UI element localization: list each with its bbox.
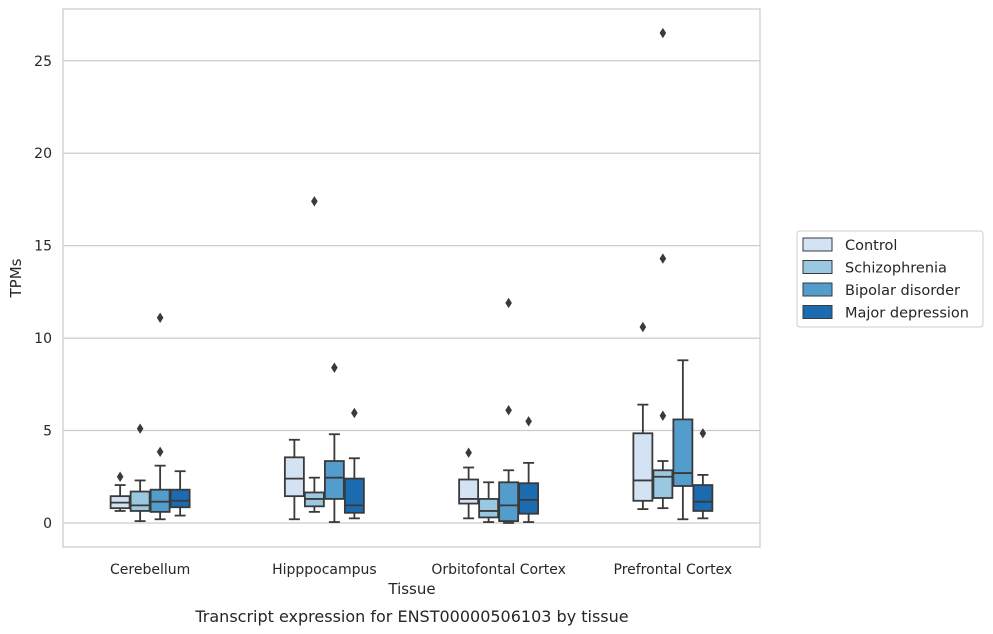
y-tick-label: 20 xyxy=(34,146,52,162)
plot-area xyxy=(63,9,760,547)
outlier-point xyxy=(465,447,472,458)
box-major-depression xyxy=(692,428,714,520)
outlier-point xyxy=(699,428,707,439)
box-control xyxy=(283,438,305,521)
box-iqr xyxy=(343,477,365,514)
y-tick-label: 15 xyxy=(34,239,52,255)
legend-swatch xyxy=(802,237,833,252)
outlier-point xyxy=(156,446,164,457)
outlier-point xyxy=(351,407,358,419)
box-iqr xyxy=(498,481,520,523)
legend: Control Schizophrenia Bipolar disorder Majo… xyxy=(796,230,984,328)
y-tick-label: 25 xyxy=(34,54,52,70)
legend-swatch xyxy=(802,282,833,297)
outlier-point xyxy=(525,416,532,427)
box-iqr xyxy=(169,488,191,509)
outlier-point xyxy=(505,297,512,309)
x-tick-labels: Cerebellum Hipppocampus Orbitofontal Corte… xyxy=(110,562,732,578)
legend-swatch xyxy=(802,260,833,274)
box-control xyxy=(458,447,480,520)
outlier-point xyxy=(136,423,144,434)
box-iqr xyxy=(692,484,714,512)
box-iqr xyxy=(458,478,480,505)
box-major-depression xyxy=(518,416,540,523)
box-iqr xyxy=(149,488,171,513)
box-iqr xyxy=(283,456,305,498)
x-axis-title: Tissue xyxy=(387,580,435,598)
box-bipolar-disorder xyxy=(672,359,694,521)
outlier-point xyxy=(116,471,124,482)
y-tick-labels: 0 5 10 15 20 25 xyxy=(34,54,52,532)
legend-label: Bipolar disorder xyxy=(845,283,960,299)
x-tick-label: Orbitofontal Cortex xyxy=(431,562,566,578)
box-control xyxy=(632,321,654,510)
x-tick-label: Cerebellum xyxy=(110,562,190,578)
legend-frame xyxy=(796,230,984,328)
box-iqr xyxy=(518,482,540,515)
y-tick-label: 5 xyxy=(43,424,52,440)
box-schizophrenia xyxy=(652,27,674,510)
box-control xyxy=(109,471,131,512)
outlier-point xyxy=(156,312,164,323)
box-bipolar-disorder xyxy=(498,297,520,524)
legend-label: Control xyxy=(845,238,897,254)
outlier-point xyxy=(505,404,512,416)
box-major-depression xyxy=(343,407,365,520)
box-iqr xyxy=(478,498,500,519)
box-iqr xyxy=(323,460,345,500)
legend-swatch xyxy=(802,305,833,319)
boxes xyxy=(109,27,714,524)
box-iqr xyxy=(652,469,674,499)
outlier-point xyxy=(639,321,647,333)
outlier-point xyxy=(331,362,338,373)
box-bipolar-disorder xyxy=(323,362,345,523)
outlier-point xyxy=(659,410,667,421)
outlier-point xyxy=(311,196,318,207)
box-schizophrenia xyxy=(129,423,151,523)
box-iqr xyxy=(672,418,694,487)
box-schizophrenia xyxy=(303,196,325,513)
legend-label: Major depression xyxy=(845,306,969,322)
x-tick-label: Prefrontal Cortex xyxy=(614,562,733,578)
x-tick-label: Hipppocampus xyxy=(272,562,377,578)
y-tick-label: 0 xyxy=(43,516,52,532)
box-major-depression xyxy=(169,470,191,517)
outlier-point xyxy=(659,27,667,39)
box-schizophrenia xyxy=(478,481,500,523)
legend-label: Schizophrenia xyxy=(845,261,947,277)
plot-frame xyxy=(62,8,761,548)
y-axis-title: TPMs xyxy=(7,258,25,298)
gridlines xyxy=(63,60,760,524)
box-iqr xyxy=(632,432,654,502)
box-iqr xyxy=(129,490,151,512)
outlier-point xyxy=(659,253,667,264)
box-bipolar-disorder xyxy=(149,312,171,521)
chart-title: Transcript expression for ENST0000050610… xyxy=(194,607,628,626)
y-tick-label: 10 xyxy=(34,331,52,347)
